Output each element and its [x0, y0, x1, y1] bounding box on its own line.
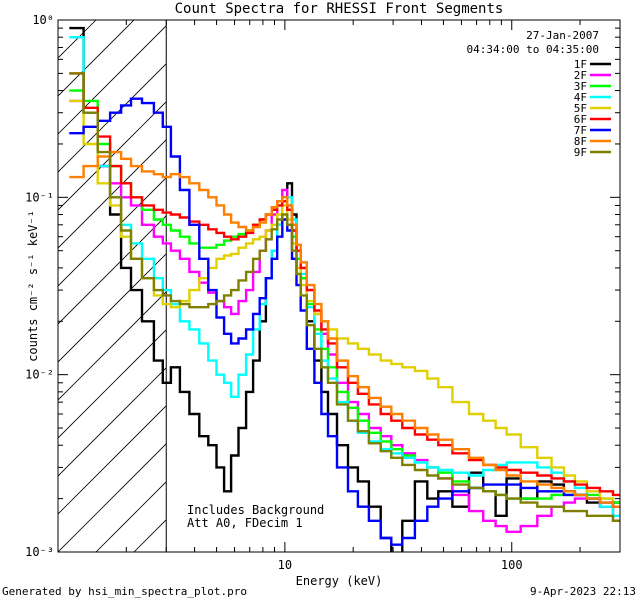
legend-label: 6F — [574, 113, 587, 126]
chart-title: Count Spectra for RHESSI Front Segments — [175, 1, 504, 17]
footer-generated-by: Generated by hsi_min_spectra_plot.pro — [2, 585, 247, 598]
x-tick-label: 100 — [501, 558, 523, 572]
y-tick-label: 10⁻¹ — [25, 190, 54, 204]
hatch-line — [58, 291, 167, 401]
y-tick-label: 10⁻² — [25, 368, 54, 382]
hatch-line — [58, 101, 167, 211]
date-label: 27-Jan-2007 — [526, 29, 599, 42]
legend-label: 8F — [574, 135, 587, 148]
series-layer — [69, 26, 620, 552]
annotation-background: Includes Background — [187, 503, 324, 517]
x-axis: 10 100 — [57, 20, 621, 572]
plot-frame — [57, 19, 621, 553]
footer-timestamp: 9-Apr-2023 22:13 — [530, 585, 636, 598]
hatch-line — [58, 367, 167, 477]
y-axis: 10⁻³ 10⁻² 10⁻¹ 10⁰ — [25, 13, 620, 559]
hatch-line — [58, 215, 167, 325]
annotation-attenuator: Att A0, FDecim 1 — [187, 516, 303, 530]
legend-label: 2F — [574, 69, 587, 82]
legend-label: 3F — [574, 80, 587, 93]
x-tick-label: 10 — [278, 558, 292, 572]
legend-label: 5F — [574, 102, 587, 115]
hatch-line — [58, 20, 135, 97]
legend-label: 9F — [574, 146, 587, 159]
hatch-line — [95, 481, 167, 552]
x-axis-label: Energy (keV) — [296, 574, 383, 588]
hatch-line — [58, 253, 167, 363]
hatch-line — [58, 405, 167, 515]
series-line-8f — [69, 150, 620, 508]
series-line-9f — [69, 72, 620, 522]
y-tick-label: 10⁻³ — [25, 545, 54, 559]
y-axis-label: counts cm⁻² s⁻¹ keV⁻¹ — [26, 210, 40, 362]
legend-label: 4F — [574, 91, 587, 104]
time-range-label: 04:34:00 to 04:35:00 — [467, 43, 599, 56]
legend-label: 1F — [574, 58, 587, 71]
legend-label: 7F — [574, 124, 587, 137]
hatch-line — [58, 443, 167, 552]
y-tick-label: 10⁰ — [32, 13, 54, 27]
